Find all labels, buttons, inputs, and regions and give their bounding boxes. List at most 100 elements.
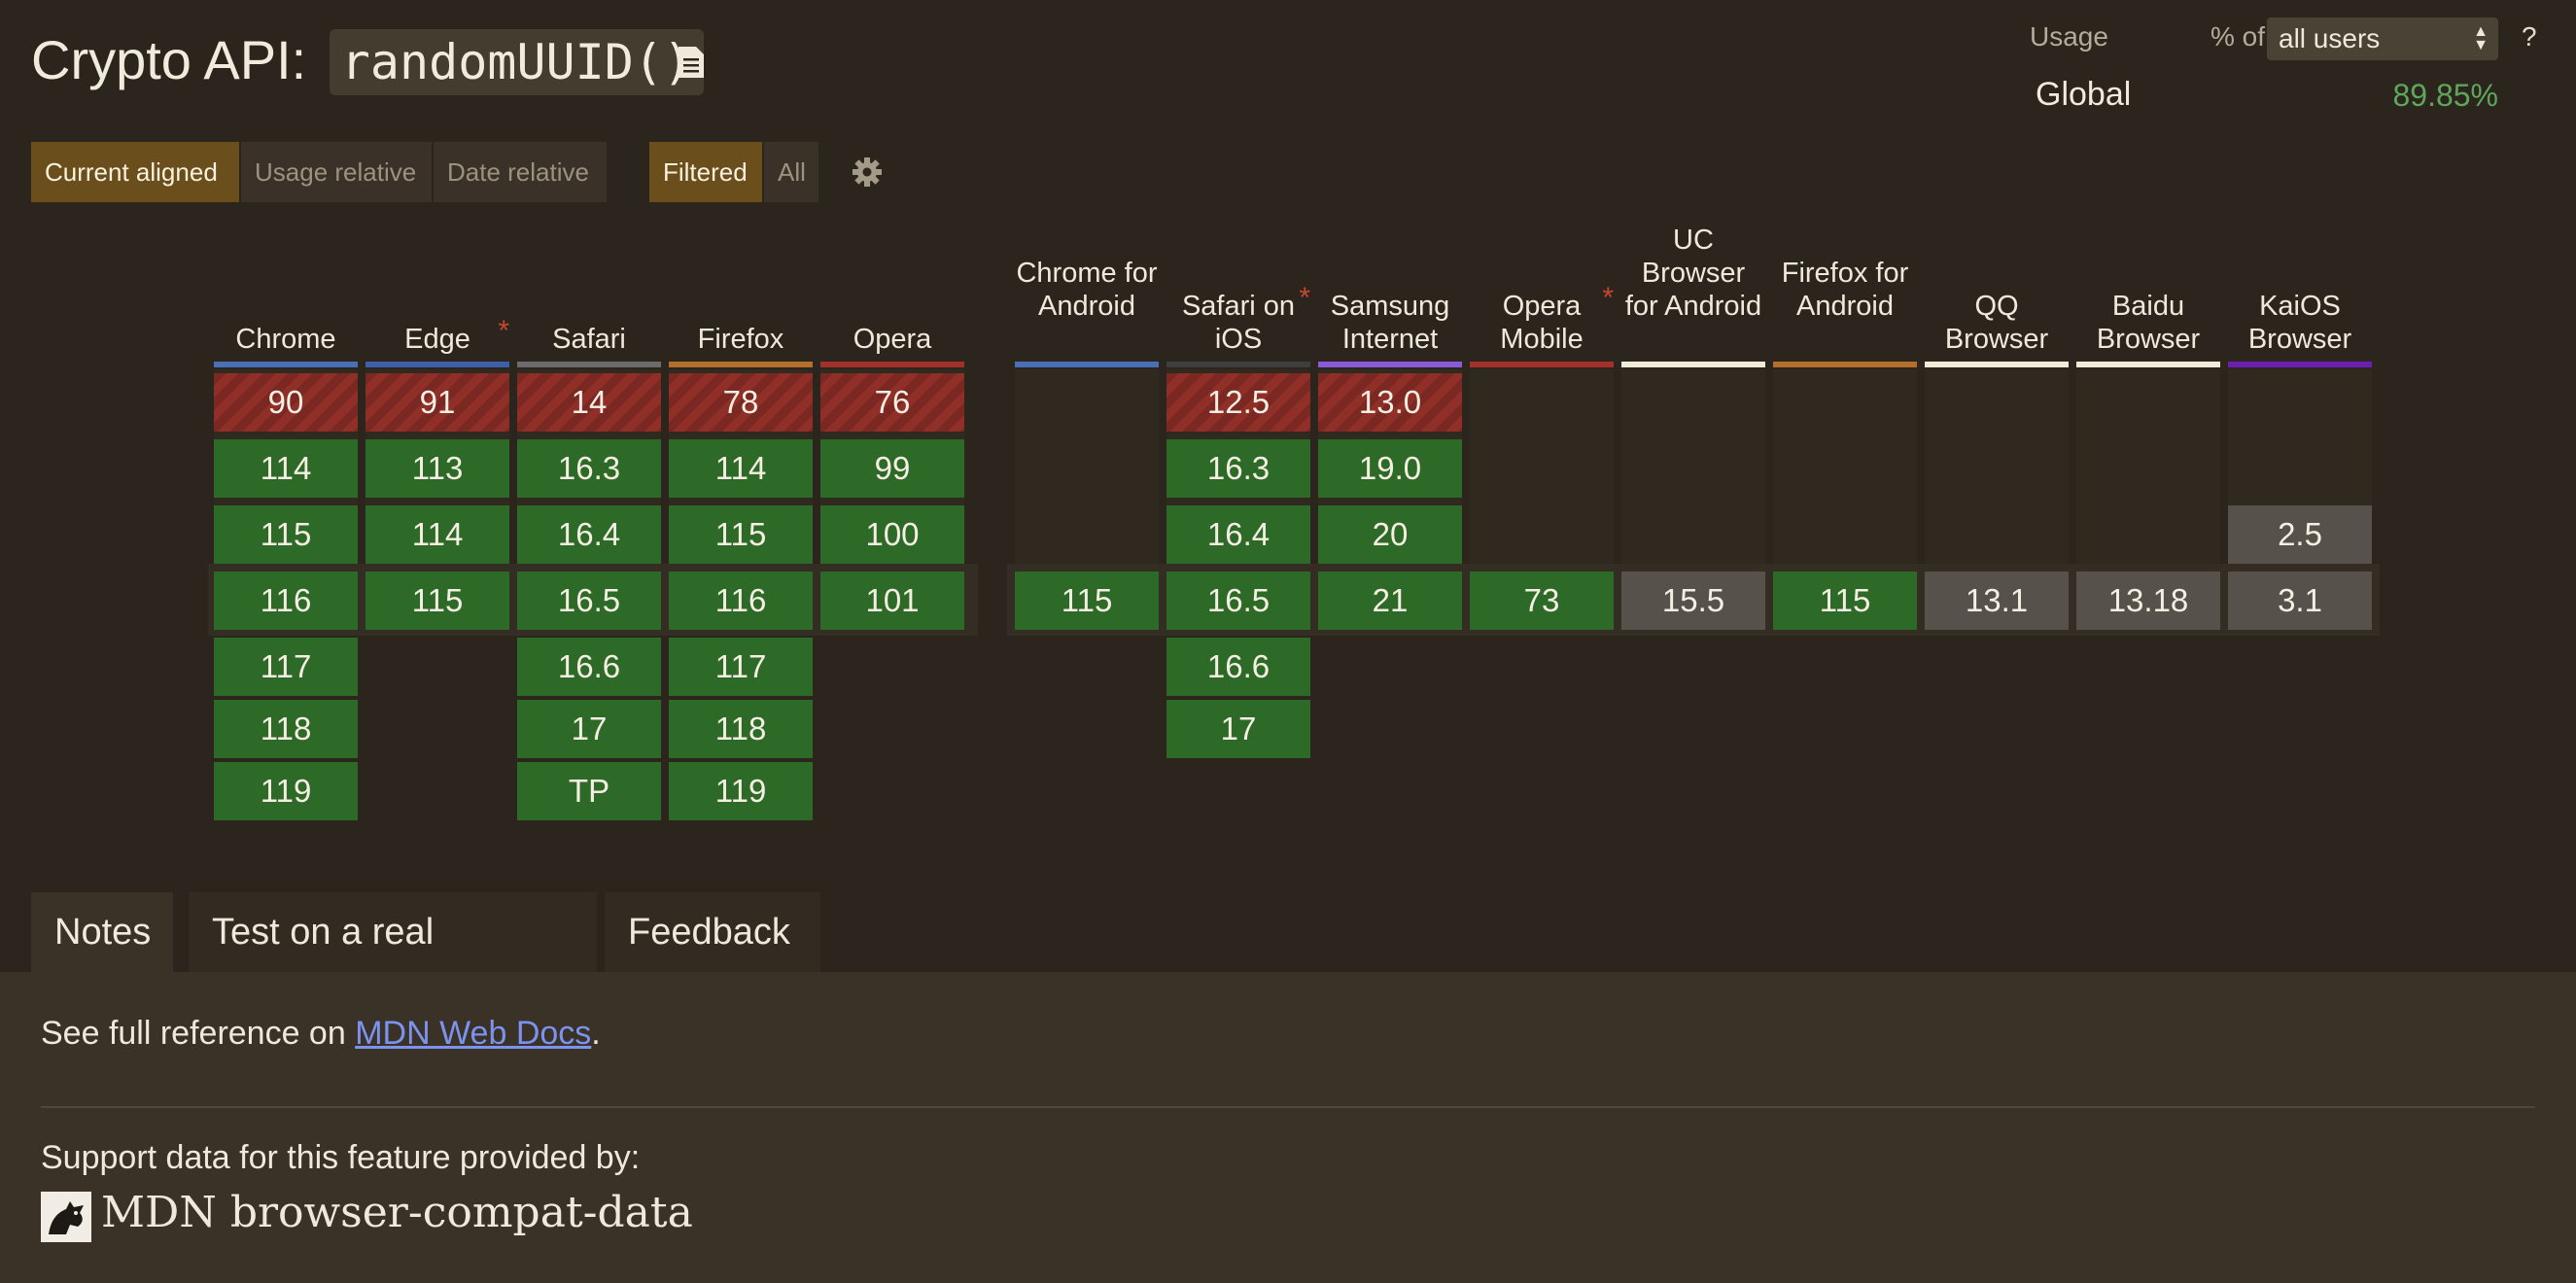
tab-notes[interactable]: Notes	[31, 892, 173, 972]
browser-name: Opera	[853, 324, 932, 355]
browser-header: Firefox for Android	[1773, 257, 1917, 323]
browser-color-bar	[2228, 362, 2372, 367]
version-cell-supported[interactable]: 16.6	[1166, 638, 1310, 696]
mdn-bcd-provider: MDN browser-compat-data	[101, 1188, 693, 1237]
version-cell-unsupported[interactable]: 12.5	[1166, 373, 1310, 432]
select-arrows-icon: ▲ ▼	[2473, 23, 2489, 53]
browser-color-bar	[1318, 362, 1462, 367]
version-cell-unknown[interactable]: 13.18	[2076, 572, 2220, 630]
browser-header: Firefox	[669, 323, 813, 356]
browser-header: Chrome for Android	[1015, 257, 1159, 323]
mdn-web-docs-link[interactable]: MDN Web Docs	[355, 1015, 592, 1052]
version-cell-unsupported[interactable]: 76	[820, 373, 964, 432]
partial-support-star-icon: *	[1299, 282, 1310, 314]
browser-color-bar	[2076, 362, 2220, 367]
version-cell-supported[interactable]: 115	[1015, 572, 1159, 630]
version-cell-supported[interactable]: 17	[1166, 700, 1310, 758]
browser-color-bar	[366, 362, 509, 367]
title-prefix: Crypto API:	[31, 29, 307, 90]
version-cell-supported[interactable]: TP	[517, 762, 661, 820]
version-cell-unknown[interactable]: 15.5	[1621, 572, 1765, 630]
version-cell-unsupported[interactable]: 13.0	[1318, 373, 1462, 432]
version-cell-supported[interactable]: 16.4	[1166, 505, 1310, 564]
browser-color-bar	[1166, 362, 1310, 367]
version-cell-supported[interactable]: 73	[1470, 572, 1614, 630]
version-cell-unknown[interactable]: 13.1	[1925, 572, 2069, 630]
version-cell-supported[interactable]: 21	[1318, 572, 1462, 630]
help-button[interactable]: ?	[2522, 21, 2537, 52]
divider	[41, 1106, 2535, 1108]
version-cell-supported[interactable]: 114	[214, 439, 358, 498]
version-cell-supported[interactable]: 115	[366, 572, 509, 630]
version-cell-supported[interactable]: 113	[366, 439, 509, 498]
browser-color-bar	[517, 362, 661, 367]
browser-name: KaiOS Browser	[2247, 291, 2352, 355]
version-cell-supported[interactable]: 16.6	[517, 638, 661, 696]
version-cell-supported[interactable]: 16.5	[1166, 572, 1310, 630]
date-relative-button[interactable]: Date relative	[434, 142, 607, 202]
version-cell-supported[interactable]: 16.3	[517, 439, 661, 498]
partial-support-star-icon: *	[498, 315, 509, 347]
version-cell-supported[interactable]: 17	[517, 700, 661, 758]
all-button[interactable]: All	[764, 142, 818, 202]
version-cell-supported[interactable]: 115	[1773, 572, 1917, 630]
browser-color-bar	[1925, 362, 2069, 367]
browser-header: Edge *	[366, 315, 509, 356]
browser-name: Safari	[552, 324, 626, 355]
browser-color-bar	[820, 362, 964, 367]
version-cell-supported[interactable]: 116	[669, 572, 813, 630]
notes-reference: See full reference on MDN Web Docs.	[41, 1015, 601, 1053]
version-cell-supported[interactable]: 118	[669, 700, 813, 758]
version-cell-supported[interactable]: 101	[820, 572, 964, 630]
version-cell-supported[interactable]: 19.0	[1318, 439, 1462, 498]
browser-name: Chrome for Android	[1016, 258, 1158, 322]
version-cell-supported[interactable]: 118	[214, 700, 358, 758]
browser-header: Safari	[517, 323, 661, 356]
browser-name: Baidu Browser	[2096, 291, 2201, 355]
browser-header: Safari on iOS *	[1166, 282, 1310, 356]
version-cell-supported[interactable]: 115	[669, 505, 813, 564]
version-cell-unsupported[interactable]: 14	[517, 373, 661, 432]
version-cell-unsupported[interactable]: 78	[669, 373, 813, 432]
version-cell-supported[interactable]: 16.5	[517, 572, 661, 630]
version-cell-supported[interactable]: 116	[214, 572, 358, 630]
version-cell-supported[interactable]: 16.4	[517, 505, 661, 564]
version-cell-supported[interactable]: 114	[669, 439, 813, 498]
gear-icon[interactable]	[851, 156, 884, 189]
browser-header: QQ Browser	[1925, 290, 2069, 356]
version-cell-supported[interactable]: 119	[214, 762, 358, 820]
version-cell-supported[interactable]: 16.3	[1166, 439, 1310, 498]
version-cell-supported[interactable]: 100	[820, 505, 964, 564]
notes-suffix: .	[591, 1015, 601, 1052]
version-cell-supported[interactable]: 99	[820, 439, 964, 498]
version-cell-supported[interactable]: 117	[214, 638, 358, 696]
browser-header: Samsung Internet	[1318, 290, 1462, 356]
title-code: randomUUID()	[329, 29, 705, 95]
tab-test-real-browser[interactable]: Test on a real browser	[189, 892, 597, 1032]
browser-header: KaiOS Browser	[2228, 290, 2372, 356]
usage-relative-button[interactable]: Usage relative	[241, 142, 432, 202]
browser-color-bar	[1773, 362, 1917, 367]
version-cell-unsupported[interactable]: 91	[366, 373, 509, 432]
browser-name: Samsung Internet	[1330, 291, 1450, 355]
browser-color-bar	[669, 362, 813, 367]
tab-feedback[interactable]: Feedback	[605, 892, 820, 972]
notes-prefix: See full reference on	[41, 1015, 356, 1052]
browser-header: Baidu Browser	[2076, 290, 2220, 356]
current-aligned-button[interactable]: Current aligned	[31, 142, 239, 202]
version-cell-supported[interactable]: 20	[1318, 505, 1462, 564]
notes-panel	[0, 972, 2576, 1283]
support-data-text: Support data for this feature provided b…	[41, 1139, 641, 1176]
filtered-button[interactable]: Filtered	[649, 142, 762, 202]
users-select[interactable]: all users ▲ ▼	[2267, 17, 2498, 60]
browser-name: Firefox for Android	[1781, 258, 1909, 322]
browser-color-bar	[1470, 362, 1614, 367]
version-cell-unknown[interactable]: 2.5	[2228, 505, 2372, 564]
document-icon[interactable]	[675, 45, 708, 80]
version-cell-supported[interactable]: 115	[214, 505, 358, 564]
version-cell-unknown[interactable]: 3.1	[2228, 572, 2372, 630]
version-cell-unsupported[interactable]: 90	[214, 373, 358, 432]
version-cell-supported[interactable]: 119	[669, 762, 813, 820]
version-cell-supported[interactable]: 114	[366, 505, 509, 564]
version-cell-supported[interactable]: 117	[669, 638, 813, 696]
